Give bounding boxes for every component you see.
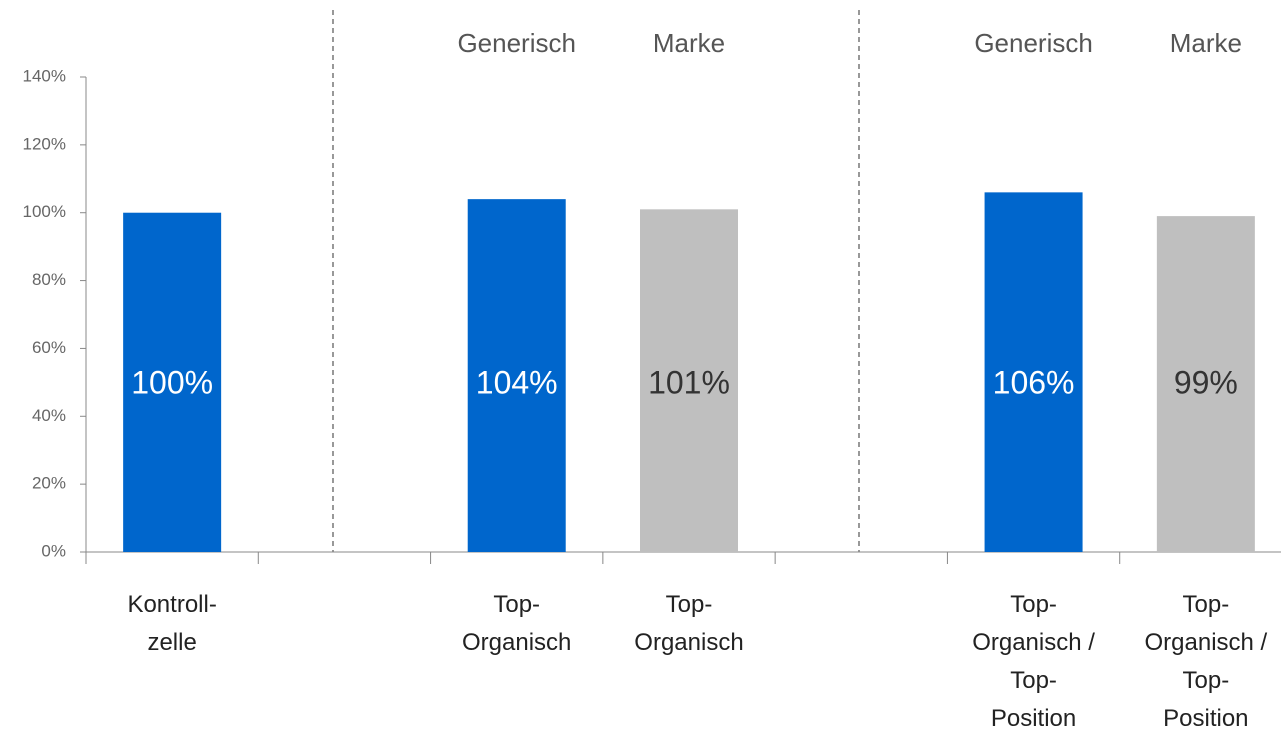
bar xyxy=(123,212,222,552)
value-label: 99% xyxy=(1174,364,1238,400)
value-label: 101% xyxy=(648,364,730,400)
value-label: 104% xyxy=(476,364,558,400)
x-tick-label: Top- Organisch / Top- Position xyxy=(972,591,1095,732)
x-tick-label: Top- Organisch / Top- Position xyxy=(1144,591,1268,732)
x-tick-label: Kontroll- zelle xyxy=(127,591,217,656)
y-tick-label: 20% xyxy=(32,474,66,493)
y-tick-label: 40% xyxy=(32,406,66,425)
bar xyxy=(640,209,738,553)
bar xyxy=(467,199,566,552)
y-tick-label: 0% xyxy=(41,541,66,560)
y-tick-label: 80% xyxy=(32,270,66,289)
bar xyxy=(1156,216,1255,552)
x-tick-label: Top- Organisch xyxy=(634,591,744,656)
value-label: 100% xyxy=(131,364,213,400)
group-label: Generisch xyxy=(457,28,576,58)
value-label: 106% xyxy=(993,364,1075,400)
y-tick-label: 100% xyxy=(23,202,66,221)
x-tick-label: Top- Organisch xyxy=(462,591,572,656)
y-tick-label: 60% xyxy=(32,338,66,357)
bar xyxy=(984,192,1083,552)
group-label: Marke xyxy=(653,28,725,58)
group-label: Generisch xyxy=(974,28,1093,58)
group-label: Marke xyxy=(1170,28,1242,58)
y-tick-label: 140% xyxy=(23,66,66,85)
y-tick-label: 120% xyxy=(23,134,66,153)
